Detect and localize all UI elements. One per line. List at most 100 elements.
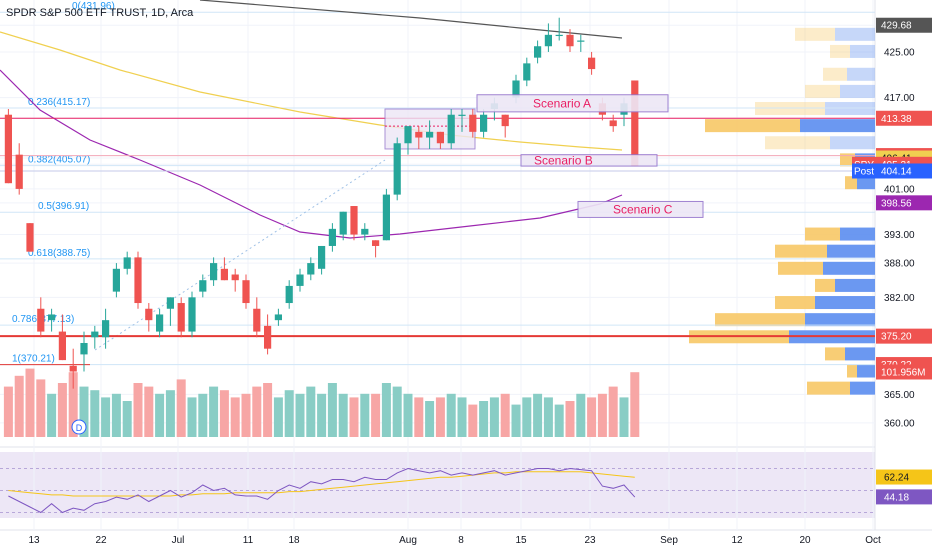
price-tag-value: 413.38 xyxy=(881,114,912,125)
volume-bar xyxy=(489,397,499,437)
candle-body xyxy=(15,154,23,189)
fib-level-label: 0.5(396.91) xyxy=(38,201,89,212)
price-tick-label: 417.00 xyxy=(884,93,915,104)
volume-bar xyxy=(381,383,391,437)
price-tag-bg xyxy=(876,195,932,211)
vp-bar-down xyxy=(815,278,835,292)
dividend-marker[interactable]: D xyxy=(71,419,87,435)
vp-bar-up xyxy=(835,27,875,41)
volume-bar xyxy=(457,397,467,437)
candle-body xyxy=(112,268,120,292)
vp-bar-up xyxy=(830,136,875,150)
candle-body xyxy=(102,320,110,338)
volume-bar xyxy=(425,401,435,437)
vp-bar-down xyxy=(705,119,800,133)
candle-body xyxy=(361,228,369,235)
volume-bar xyxy=(500,393,510,437)
volume-bar xyxy=(209,386,219,437)
candle-body xyxy=(566,34,574,47)
main-pane[interactable] xyxy=(0,0,875,440)
candle-body xyxy=(458,114,466,116)
scenario-box xyxy=(577,200,704,218)
candle-body xyxy=(58,331,66,361)
date-label: 18 xyxy=(288,535,300,546)
volume-bar xyxy=(90,390,100,437)
candle-body xyxy=(134,257,142,304)
vp-bar-down xyxy=(840,153,855,167)
volume-bar xyxy=(295,393,305,437)
rsi-tag-bg xyxy=(876,489,932,505)
date-label: Aug xyxy=(399,535,417,546)
candle-body xyxy=(415,131,423,138)
date-label: Sep xyxy=(660,535,678,546)
vp-bar-down xyxy=(775,244,827,258)
volume-bar xyxy=(3,386,13,437)
date-label: Jul xyxy=(172,535,185,546)
price-tag-bg xyxy=(876,110,932,126)
vp-bar-up xyxy=(835,278,875,292)
time-axis[interactable]: 13 22 Jul 11 18 Aug 8 15 23 Sep 12 20 Oct xyxy=(28,535,881,546)
candle-body xyxy=(91,331,99,338)
scenario-label: Scenario A xyxy=(533,96,591,110)
vp-bar-up xyxy=(840,227,875,241)
volume-bar xyxy=(371,393,381,437)
volume-bar xyxy=(403,393,413,437)
volume-bar xyxy=(122,401,132,437)
rsi-tag-value: 44.18 xyxy=(884,492,909,503)
dividend-marker-label: D xyxy=(76,423,83,433)
volume-bar xyxy=(14,375,24,437)
vp-bar-down xyxy=(830,44,850,58)
candle-body xyxy=(469,114,477,132)
vp-bar-down xyxy=(823,67,847,81)
volume-bar xyxy=(284,390,294,437)
candle-body xyxy=(69,365,77,372)
scenario-boxes[interactable]: Scenario A Scenario B Scenario C xyxy=(476,94,704,218)
rsi-pane xyxy=(0,467,875,514)
candle-body xyxy=(242,280,250,304)
volume-bar xyxy=(479,401,489,437)
volume-bar xyxy=(608,386,618,437)
candle-body xyxy=(534,46,542,58)
volume-bar xyxy=(468,404,478,437)
vp-bar-up xyxy=(857,176,875,190)
candle-body xyxy=(501,114,509,127)
date-label: 11 xyxy=(243,535,254,546)
date-label: 20 xyxy=(799,535,811,546)
price-tags: 429.68413.38406.84406.41405.31SPY404.14P… xyxy=(852,17,932,505)
volume-bar xyxy=(587,397,597,437)
price-tick-label: 393.00 xyxy=(884,230,915,241)
date-label: 13 xyxy=(28,535,40,546)
candle-body xyxy=(328,228,336,246)
volume-bar xyxy=(101,397,111,437)
candle-body xyxy=(436,131,444,144)
volume-bar xyxy=(327,383,337,437)
chart-title: SPDR S&P 500 ETF TRUST, 1D, Arca xyxy=(6,7,194,19)
vp-bar-down xyxy=(775,296,815,310)
scenario-label: Scenario C xyxy=(613,202,673,216)
vp-bar-down xyxy=(795,27,835,41)
price-tick-label: 382.00 xyxy=(884,293,915,304)
fib-level-label: 0.618(388.75) xyxy=(28,248,90,259)
price-tag-value: 404.14 xyxy=(881,166,912,177)
volume-bar xyxy=(241,393,251,437)
candle-body xyxy=(220,268,228,281)
scenario-box xyxy=(520,154,658,167)
rsi-tag-value: 62.24 xyxy=(884,473,909,484)
vp-bar-up xyxy=(840,84,875,98)
rsi-ma-line xyxy=(8,471,635,497)
volume-bar xyxy=(252,386,262,437)
vp-bar-down xyxy=(778,261,823,275)
vp-bar-up xyxy=(850,381,875,395)
fib-level-label: 1(370.21) xyxy=(12,354,55,365)
vp-bar-up xyxy=(815,296,875,310)
volume-bar xyxy=(68,372,78,437)
price-tag-label-bg xyxy=(852,163,876,179)
candle-body xyxy=(264,325,272,349)
price-tag-bg xyxy=(876,17,932,33)
candle-body xyxy=(188,297,196,332)
volume-bar xyxy=(619,397,629,437)
volume-bar xyxy=(111,393,121,437)
volume-bar xyxy=(349,397,359,437)
volume-bar xyxy=(446,393,456,437)
